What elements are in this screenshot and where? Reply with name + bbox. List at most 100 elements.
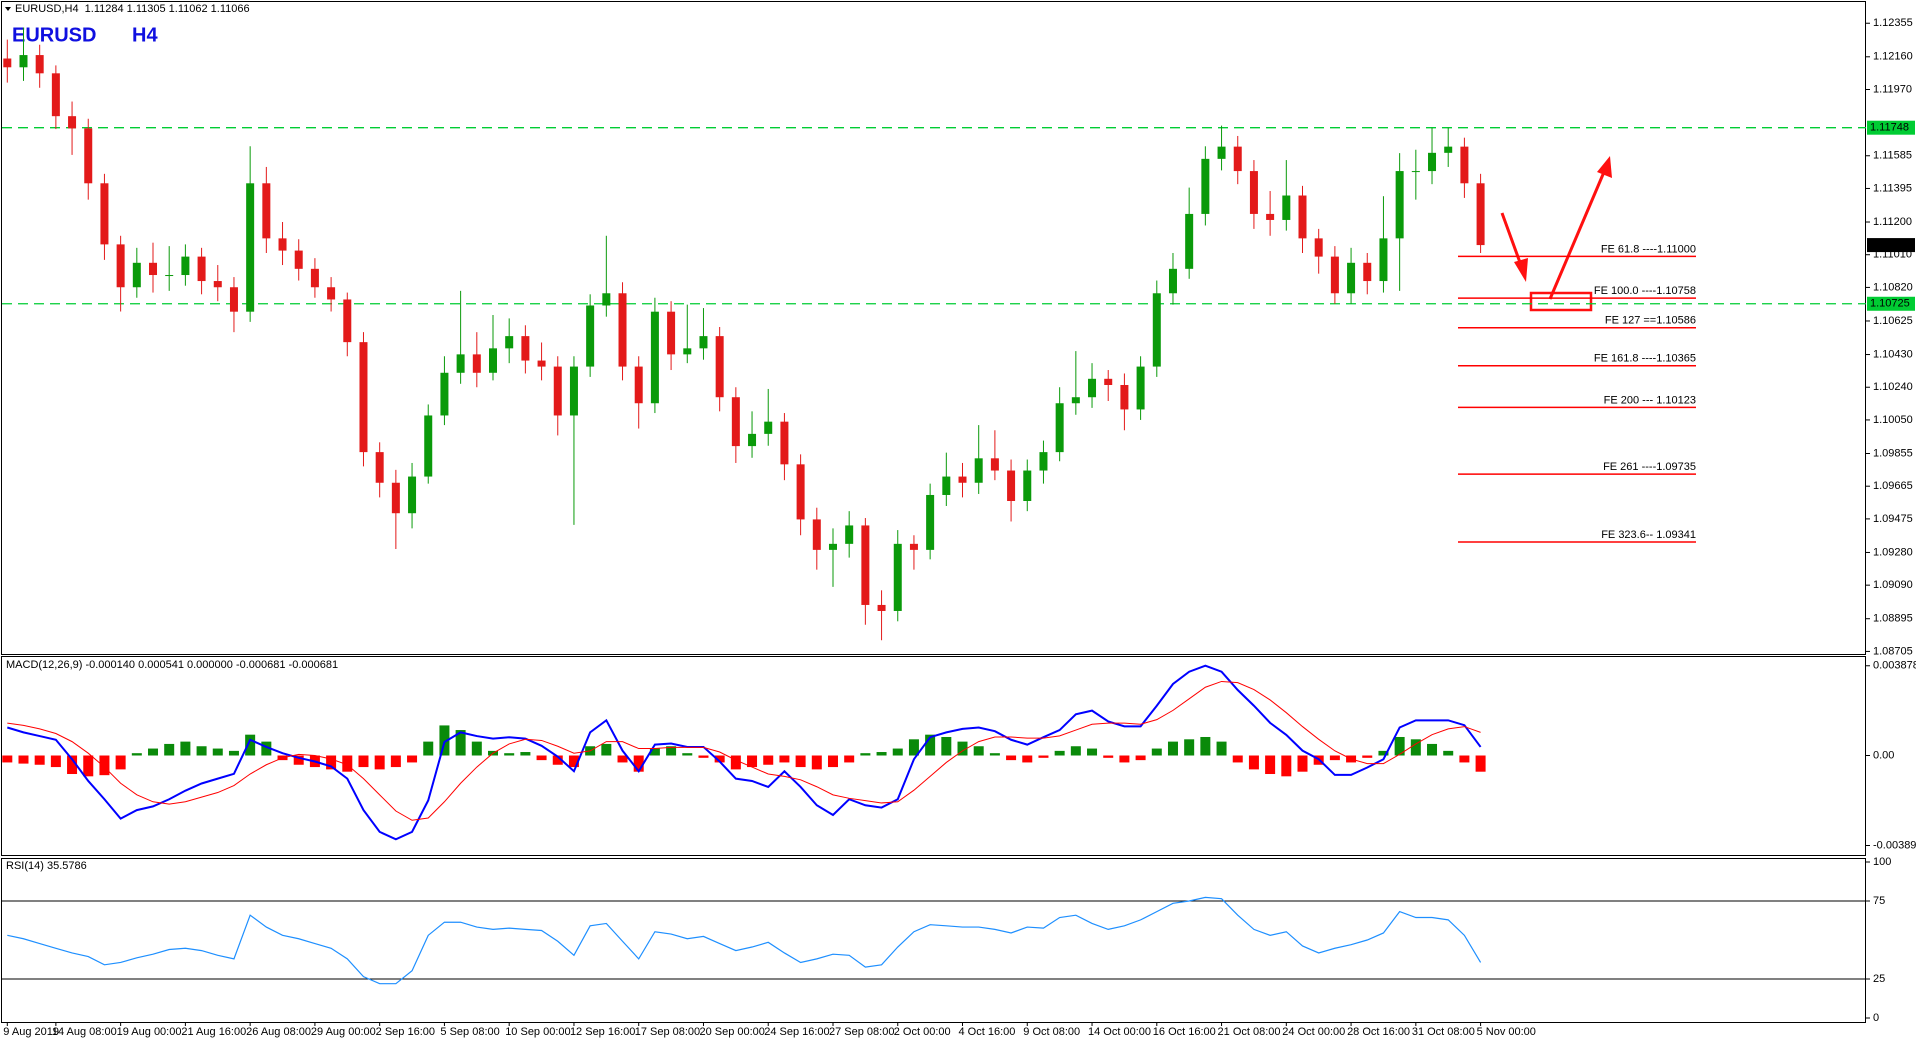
- candle-body: [229, 287, 238, 312]
- candle-body: [1444, 146, 1453, 153]
- candle-body: [408, 476, 417, 514]
- candle-body: [1039, 452, 1048, 471]
- candle-body: [828, 543, 837, 550]
- y-tick-label: 0: [1873, 1012, 1879, 1024]
- x-tick-label: 9 Aug 2019: [3, 1026, 59, 1038]
- candle-body: [424, 415, 433, 477]
- candle-body: [926, 494, 935, 550]
- y-tick-label: 0.00: [1873, 749, 1894, 761]
- x-tick-label: 24 Oct 00:00: [1282, 1026, 1345, 1038]
- candle-body: [1314, 238, 1323, 257]
- candle-body: [1428, 152, 1437, 172]
- histogram-bar: [261, 741, 272, 756]
- candle-body: [909, 543, 918, 550]
- x-tick-label: 20 Sep 00:00: [699, 1026, 764, 1038]
- y-tick-label: 0.003878: [1873, 660, 1916, 672]
- rsi-panel-frame: [1, 858, 1866, 1023]
- histogram-bar: [666, 746, 677, 756]
- candle-body: [1071, 397, 1080, 404]
- candle-body: [1395, 171, 1404, 239]
- x-tick-label: 5 Sep 08:00: [440, 1026, 499, 1038]
- x-tick-label: 12 Sep 16:00: [570, 1026, 635, 1038]
- indicator-line: [7, 680, 1481, 821]
- y-tick-label: 1.11200: [1873, 216, 1912, 228]
- histogram-bar: [390, 755, 401, 768]
- histogram-bar: [747, 755, 758, 768]
- histogram-bar: [1443, 750, 1454, 756]
- candle-body: [812, 519, 821, 550]
- histogram-bar: [180, 741, 191, 756]
- x-tick-label: 21 Aug 16:00: [181, 1026, 246, 1038]
- candle-body: [440, 372, 449, 416]
- histogram-bar: [779, 755, 790, 763]
- candle-body: [343, 299, 352, 343]
- histogram-bar: [1297, 755, 1308, 772]
- histogram-bar: [925, 734, 936, 756]
- histogram-bar: [1232, 755, 1243, 763]
- histogram-bar: [1265, 755, 1276, 775]
- histogram-bar: [83, 755, 94, 777]
- candle-body: [359, 342, 368, 453]
- histogram-bar: [1119, 755, 1130, 763]
- candle-body: [165, 275, 174, 277]
- fib-label: FE 261 ----1.09735: [1603, 461, 1696, 473]
- candle-body: [1249, 171, 1258, 214]
- x-tick-label: 27 Sep 08:00: [829, 1026, 894, 1038]
- histogram-bar: [115, 755, 126, 770]
- candle-body: [521, 336, 530, 361]
- histogram-bar: [520, 752, 531, 756]
- level-tag: [1867, 296, 1915, 311]
- candle-body: [35, 55, 44, 74]
- histogram-bar: [1167, 741, 1178, 756]
- annotations: [1500, 156, 1612, 312]
- candle-body: [294, 250, 303, 269]
- histogram-bar: [148, 748, 159, 756]
- histogram-bar: [698, 755, 709, 758]
- histogram-bar: [1248, 755, 1259, 770]
- histogram-bar: [293, 755, 304, 765]
- histogram-bar: [131, 753, 142, 756]
- candle-body: [667, 311, 676, 355]
- target-box: [1529, 291, 1593, 312]
- histogram-bar: [1022, 755, 1033, 763]
- histogram-bar: [568, 755, 579, 768]
- histogram-bar: [1135, 755, 1146, 761]
- rsi-line: [7, 896, 1482, 985]
- histogram-bar: [1103, 755, 1114, 758]
- histogram-bar: [973, 746, 984, 756]
- histogram-bar: [795, 755, 806, 768]
- candle-body: [1411, 171, 1420, 173]
- y-tick-label: 1.08705: [1873, 645, 1913, 657]
- histogram-bar: [358, 755, 369, 768]
- histogram-bar: [504, 753, 515, 756]
- histogram-bar: [1394, 736, 1405, 756]
- histogram-bar: [941, 736, 952, 756]
- candle-body: [861, 525, 870, 605]
- histogram-bar: [714, 755, 725, 763]
- x-tick-label: 14 Oct 00:00: [1088, 1026, 1151, 1038]
- macd-header: MACD(12,26,9) -0.000140 0.000541 0.00000…: [6, 659, 338, 671]
- candle-body: [586, 305, 595, 367]
- histogram-bar: [164, 743, 175, 756]
- histogram-bar: [1427, 743, 1438, 756]
- histogram-bar: [1410, 739, 1421, 756]
- candle-body: [683, 348, 692, 355]
- histogram-bar: [617, 755, 628, 763]
- candle-body: [1023, 470, 1032, 501]
- x-tick-label: 4 Oct 16:00: [959, 1026, 1016, 1038]
- histogram-bar: [892, 748, 903, 756]
- histogram-bar: [1362, 755, 1373, 758]
- candle-body: [391, 482, 400, 514]
- histogram-bar: [860, 753, 871, 756]
- arrow-head: [1514, 258, 1528, 282]
- candle-body: [650, 311, 659, 404]
- candle-body: [1476, 183, 1485, 246]
- y-tick-label: 1.11585: [1873, 150, 1912, 162]
- histogram-bar: [763, 755, 774, 765]
- y-tick-label: 1.10820: [1873, 281, 1913, 293]
- y-tick-label: 1.09855: [1873, 447, 1913, 459]
- arrow-down: [1500, 212, 1524, 269]
- candle-body: [553, 366, 562, 416]
